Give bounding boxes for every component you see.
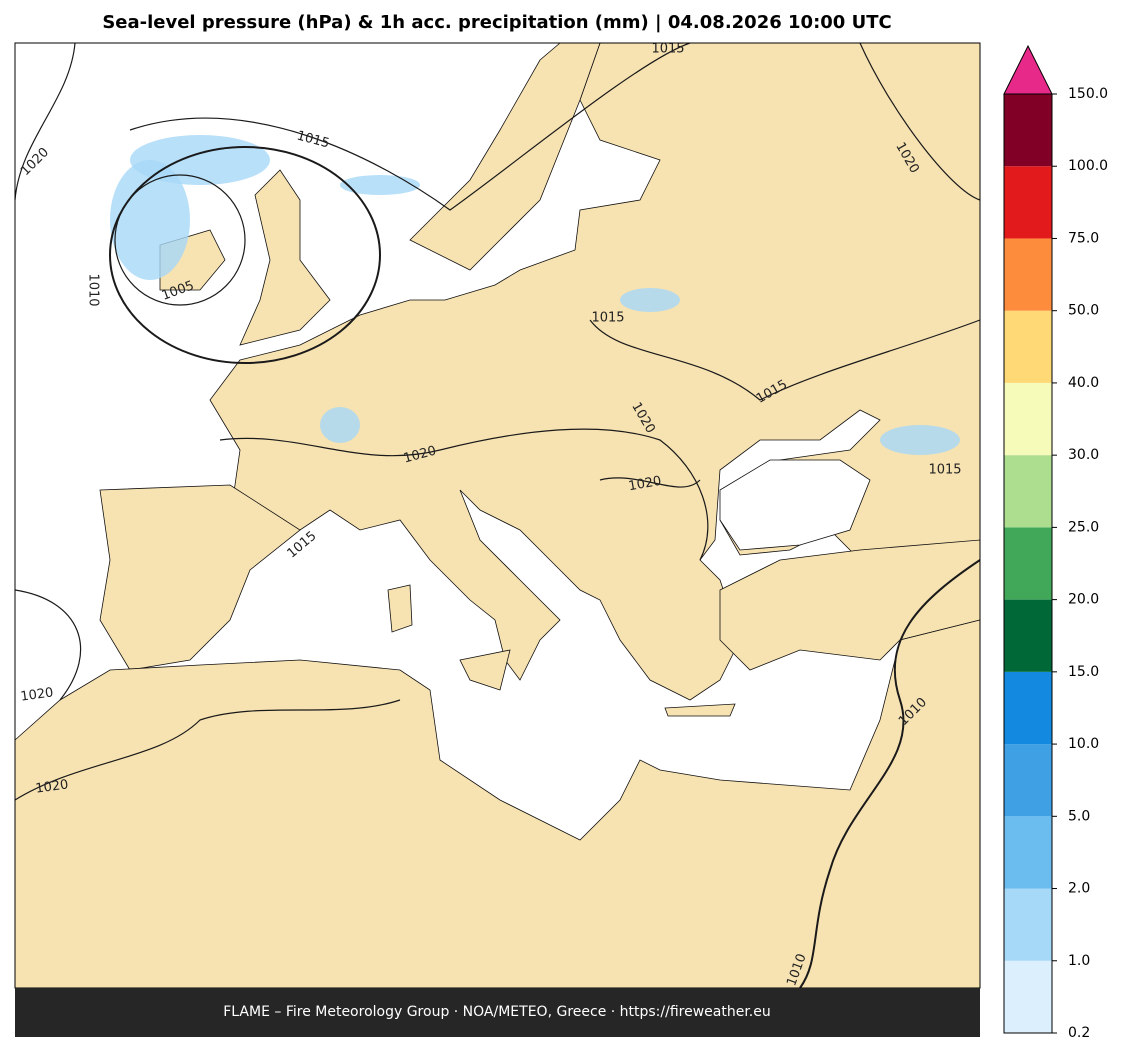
footer: FLAME – Fire Meteorology Group · NOA/MET… xyxy=(223,1004,771,1020)
isobar xyxy=(219,428,709,561)
rain-area xyxy=(620,288,680,312)
colorbar-bin xyxy=(1004,94,1052,167)
contour-label: 1020 xyxy=(20,685,55,704)
colorbar-bin xyxy=(1004,671,1052,745)
isobar xyxy=(109,146,381,364)
colorbar-tick-label: 100.0 xyxy=(1068,158,1108,174)
isobar xyxy=(799,559,981,989)
colorbar-bin xyxy=(1004,455,1052,528)
title: Sea-level pressure (hPa) & 1h acc. preci… xyxy=(102,12,891,33)
contour-label: 1015 xyxy=(651,42,684,57)
colorbar-tick-label: 40.0 xyxy=(1068,375,1099,391)
colorbar-bin xyxy=(1004,527,1052,600)
colorbar-tick-label: 1.0 xyxy=(1068,953,1090,969)
colorbar-tick-label: 30.0 xyxy=(1068,447,1099,463)
land-sicily xyxy=(459,649,511,691)
colorbar-bin xyxy=(1004,166,1052,239)
isobars xyxy=(14,42,981,989)
land-iberia xyxy=(99,484,301,671)
colorbar-tick-label: 50.0 xyxy=(1068,303,1099,319)
land-africa xyxy=(14,619,981,989)
isobar xyxy=(599,477,701,488)
isobar xyxy=(14,42,76,201)
isobar xyxy=(589,319,981,401)
isobar xyxy=(14,589,82,701)
colorbar-tick-label: 20.0 xyxy=(1068,592,1099,608)
colorbar-tick-label: 15.0 xyxy=(1068,664,1099,680)
land-britain xyxy=(239,169,331,346)
colorbar-tick-label: 2.0 xyxy=(1068,881,1090,897)
colorbar-tick-label: 150.0 xyxy=(1068,86,1108,102)
precipitation xyxy=(110,135,960,455)
colorbar-bin xyxy=(1004,382,1052,456)
contour-label: 1015 xyxy=(928,463,961,478)
colorbar-bin xyxy=(1004,310,1052,383)
land-sardinia xyxy=(387,584,413,633)
black-sea xyxy=(719,459,871,551)
colorbar-tick-label: 75.0 xyxy=(1068,230,1099,246)
isobar xyxy=(114,174,246,306)
colorbar-bin xyxy=(1004,744,1052,817)
colorbar-bin xyxy=(1004,816,1052,889)
rain-area xyxy=(340,175,420,195)
isobar xyxy=(859,42,981,201)
land-crete xyxy=(664,703,736,717)
colorbar-tick-label: 5.0 xyxy=(1068,808,1090,824)
colorbar-bin xyxy=(1004,888,1052,961)
isobar xyxy=(14,699,401,801)
contour-label: 1020 xyxy=(627,474,662,495)
contour-label: 1020 xyxy=(35,777,70,796)
rain-area xyxy=(320,407,360,443)
contour-label: 1010 xyxy=(86,273,101,306)
colorbar-bin xyxy=(1004,238,1052,311)
isobar xyxy=(129,42,691,211)
colorbar-tick-label: 10.0 xyxy=(1068,736,1099,752)
rain-area xyxy=(880,425,960,455)
colorbar-tick-label: 25.0 xyxy=(1068,519,1099,535)
colorbar-tick-label: 0.2 xyxy=(1068,1025,1090,1041)
colorbar-extend xyxy=(1003,44,1053,95)
rain-area xyxy=(110,160,190,280)
colorbar-bin xyxy=(1004,960,1052,1033)
colorbar-bin xyxy=(1004,599,1052,672)
contour-label: 1015 xyxy=(591,311,624,326)
colorbar-frame xyxy=(1003,93,1053,1034)
colorbar: 0.2 1.0 2.0 5.0 10.0 15.0 20.0 25.0 30.0 40.0 50.0… xyxy=(1003,44,1108,1041)
footer-bar xyxy=(15,988,980,1037)
